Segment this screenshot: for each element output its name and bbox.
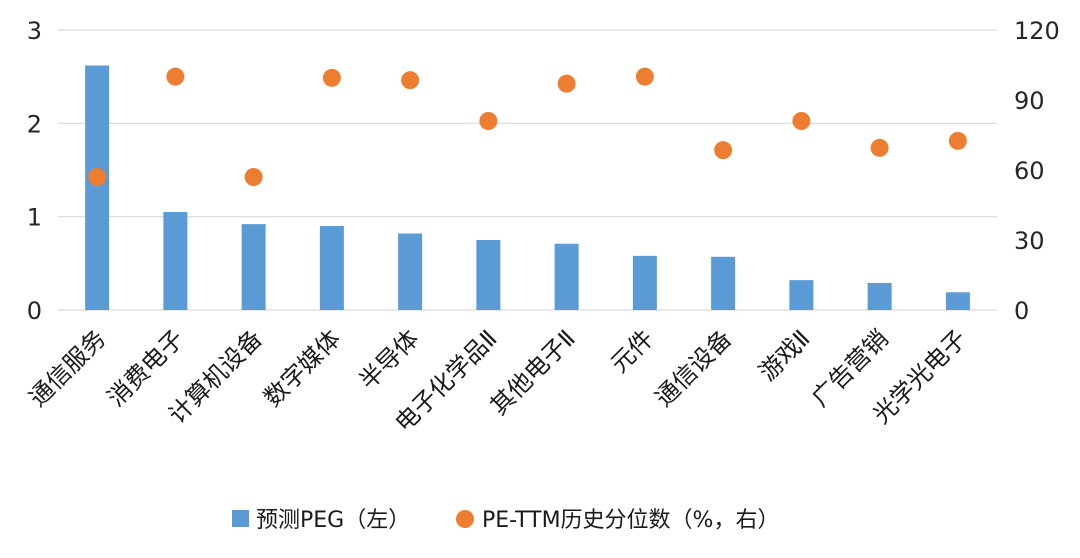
bar: [554, 243, 579, 310]
scatter-point: [714, 141, 733, 160]
left-tick-label: 0: [27, 297, 42, 325]
bar: [398, 233, 423, 310]
right-tick-label: 0: [1014, 297, 1029, 325]
scatter-point: [870, 138, 889, 157]
category-label: 其他电子Ⅱ: [485, 324, 581, 420]
legend-bar-swatch: [232, 510, 249, 527]
scatter-point: [322, 68, 341, 87]
left-tick-label: 2: [27, 110, 42, 138]
bar: [85, 65, 110, 310]
bar: [945, 292, 970, 310]
bar: [789, 280, 814, 310]
scatter-series: [88, 67, 967, 186]
category-label: 元件: [605, 324, 659, 378]
category-label: 通信服务: [24, 324, 112, 412]
left-tick-label: 3: [27, 17, 42, 45]
scatter-point: [166, 67, 185, 86]
right-tick-label: 90: [1014, 87, 1045, 115]
scatter-point: [88, 168, 107, 186]
bar: [163, 212, 188, 310]
left-axis: 0 1 2 3: [27, 17, 42, 325]
right-axis: 0 30 60 90 120: [1014, 17, 1060, 325]
scatter-point: [244, 168, 263, 186]
scatter-point: [792, 112, 811, 130]
bar: [632, 255, 657, 310]
right-tick-label: 30: [1014, 227, 1045, 255]
scatter-point: [479, 112, 498, 130]
scatter-point: [635, 67, 654, 86]
bar-series: [85, 65, 970, 310]
bar: [711, 256, 736, 310]
category-label: 游戏Ⅱ: [754, 324, 816, 386]
category-label: 半导体: [354, 324, 425, 395]
bar: [867, 282, 892, 310]
left-tick-label: 1: [27, 204, 42, 232]
legend: 预测PEG（左） PE-TTM历史分位数（%，右）: [232, 508, 779, 533]
right-tick-label: 120: [1014, 17, 1060, 45]
gridlines: [58, 29, 997, 311]
category-label: 通信设备: [650, 324, 738, 412]
legend-dot-label: PE-TTM历史分位数（%，右）: [482, 508, 779, 533]
right-tick-label: 60: [1014, 157, 1045, 185]
bar: [319, 226, 344, 310]
legend-bar-label: 预测PEG（左）: [256, 508, 410, 533]
bar: [241, 224, 266, 310]
category-label: 数字媒体: [258, 324, 346, 412]
scatter-point: [948, 131, 967, 150]
bar: [476, 240, 501, 310]
legend-dot-swatch: [456, 510, 474, 528]
scatter-point: [401, 71, 420, 90]
scatter-point: [557, 74, 576, 93]
